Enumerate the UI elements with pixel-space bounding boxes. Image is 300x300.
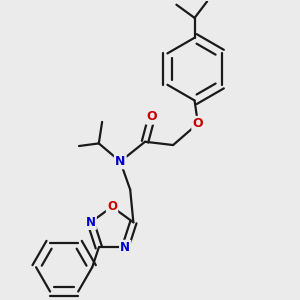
Text: O: O	[146, 110, 157, 124]
Text: O: O	[193, 117, 203, 130]
Text: N: N	[115, 155, 125, 168]
Text: N: N	[120, 241, 130, 254]
Text: N: N	[86, 216, 96, 229]
Text: O: O	[107, 200, 117, 213]
